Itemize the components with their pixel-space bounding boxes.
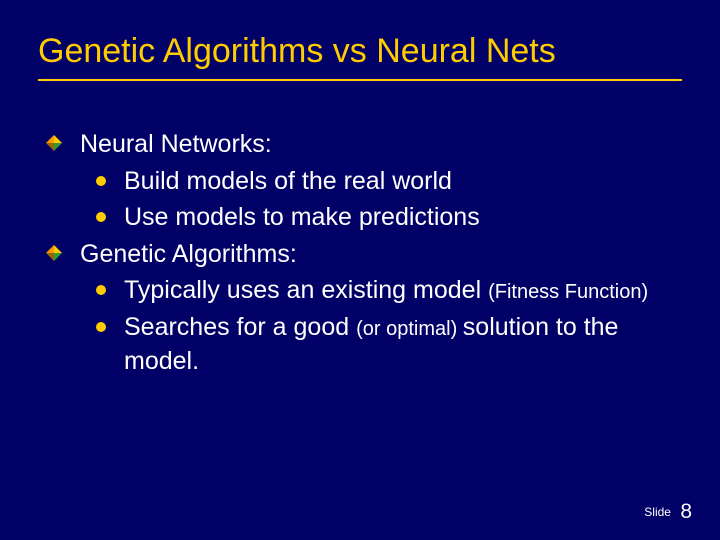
dot-bullet-icon <box>96 322 106 332</box>
list-subitem: Typically uses an existing model (Fitnes… <box>46 273 682 308</box>
list-subitem-text: Use models to make predictions <box>124 203 480 231</box>
text-fragment-small: (or optimal) <box>356 318 463 340</box>
text-fragment: Typically uses an existing model <box>124 276 488 304</box>
text-fragment-small: (Fitness Function) <box>488 281 648 303</box>
list-item-text: Genetic Algorithms: <box>80 240 297 268</box>
list-subitem-text: Build models of the real world <box>124 167 452 195</box>
list-item: Neural Networks: <box>46 127 682 162</box>
dot-bullet-icon <box>96 212 106 222</box>
quad-bullet-icon <box>46 135 62 151</box>
slide-footer: Slide 8 <box>644 500 692 524</box>
list-subitem: Build models of the real world <box>46 164 682 199</box>
text-fragment: Searches for a good <box>124 313 356 341</box>
slide-body: Neural Networks: Build models of the rea… <box>38 127 682 379</box>
footer-label: Slide <box>644 505 671 519</box>
dot-bullet-icon <box>96 285 106 295</box>
slide-title: Genetic Algorithms vs Neural Nets <box>38 32 682 81</box>
page-number: 8 <box>680 500 692 523</box>
dot-bullet-icon <box>96 176 106 186</box>
list-subitem: Searches for a good (or optimal) solutio… <box>46 310 682 379</box>
quad-bullet-icon <box>46 245 62 261</box>
list-subitem-text: Searches for a good (or optimal) solutio… <box>124 313 618 376</box>
list-item: Genetic Algorithms: <box>46 237 682 272</box>
slide: Genetic Algorithms vs Neural Nets Neural… <box>0 0 720 540</box>
list-subitem-text: Typically uses an existing model (Fitnes… <box>124 276 648 304</box>
list-subitem: Use models to make predictions <box>46 200 682 235</box>
list-item-text: Neural Networks: <box>80 130 272 158</box>
